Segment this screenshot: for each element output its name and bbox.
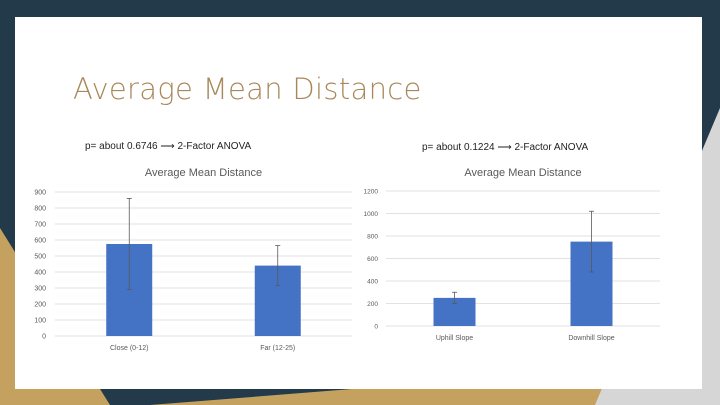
y-tick-label: 0	[374, 324, 378, 331]
x-category-label: Close (0-12)	[110, 345, 149, 352]
chart-title: Average Mean Distance	[464, 167, 581, 179]
left-bar-chart: Average Mean Distance 0 100 200 300 400 500 600…	[34, 167, 352, 352]
y-tick-label: 900	[34, 190, 46, 197]
y-tick-label: 600	[34, 238, 46, 245]
y-tick-label: 1000	[364, 211, 379, 218]
y-tick-label: 500	[34, 254, 46, 261]
y-tick-label: 600	[367, 256, 378, 263]
y-tick-label: 400	[367, 279, 378, 286]
y-tick-label: 800	[367, 234, 378, 241]
right-bar-chart: Average Mean Distance 0 200 400 600 800 1000 12…	[364, 167, 660, 342]
y-tick-label: 200	[34, 302, 46, 309]
x-category-label: Downhill Slope	[568, 335, 614, 342]
slide-title: Average Mean Distance	[73, 72, 422, 106]
right-stat-note: p= about 0.1224 ⟶ 2-Factor ANOVA	[422, 142, 589, 153]
y-tick-label: 0	[42, 334, 46, 341]
y-tick-label: 200	[367, 301, 378, 308]
y-tick-label: 1200	[364, 189, 379, 196]
y-tick-label: 300	[34, 286, 46, 293]
y-tick-label: 800	[34, 206, 46, 213]
x-category-label: Far (12-25)	[260, 345, 295, 352]
y-tick-label: 100	[34, 318, 46, 325]
y-tick-label: 700	[34, 222, 46, 229]
chart-title: Average Mean Distance	[145, 167, 262, 179]
y-tick-label: 400	[34, 270, 46, 277]
left-stat-note: p= about 0.6746 ⟶ 2-Factor ANOVA	[85, 141, 252, 152]
x-category-label: Uphill Slope	[436, 335, 473, 342]
